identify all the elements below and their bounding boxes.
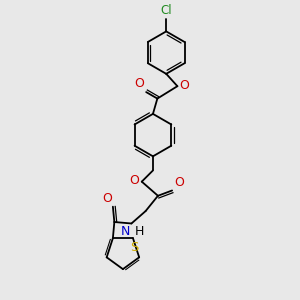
Text: S: S [130, 241, 138, 254]
Text: Cl: Cl [160, 4, 172, 17]
Text: O: O [134, 77, 144, 90]
Text: N: N [120, 225, 130, 238]
Text: O: O [179, 79, 189, 92]
Text: O: O [174, 176, 184, 189]
Text: O: O [103, 192, 112, 205]
Text: O: O [130, 174, 140, 187]
Text: H: H [134, 225, 144, 238]
